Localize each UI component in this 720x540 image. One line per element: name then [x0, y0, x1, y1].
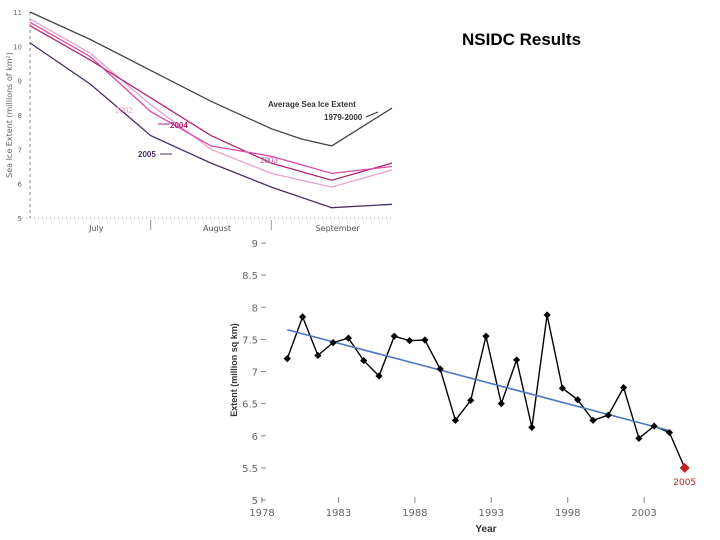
c2-data-point: [619, 383, 628, 392]
c1-label-leader: [365, 111, 379, 118]
c2-data-point: [436, 365, 444, 373]
c1-series-label: 2003: [260, 156, 278, 165]
c2-data-point: [512, 356, 521, 364]
c2-y-tick-label: 6: [252, 432, 258, 443]
c2-y-tick-label: 5: [252, 496, 258, 507]
c1-y-tick-label: 6: [18, 181, 23, 189]
c1-y-tick-label: 7: [18, 146, 22, 154]
slide-title: NSIDC Results: [462, 30, 582, 49]
c2-x-tick-label: 1988: [402, 508, 427, 519]
c2-data-point: [482, 332, 490, 340]
c2-x-tick-label: 2003: [631, 508, 656, 519]
c1-y-tick-label: 9: [18, 78, 22, 86]
c2-trend-line: [287, 328, 670, 432]
c2-y-tick-label: 5.5: [242, 464, 258, 475]
c1-x-tick-label: September: [316, 224, 361, 233]
c1-y-tick-label: 8: [18, 112, 22, 120]
c2-y-tick-label: 9: [252, 239, 258, 250]
c2-x-tick-label: 1978: [249, 508, 274, 519]
c1-y-axis-title: Sea Ice Extent (millions of km²): [5, 52, 14, 178]
c2-y-tick-label: 7: [252, 368, 258, 379]
c2-data-point: [574, 396, 582, 404]
c1-y-tick-label: 5: [18, 215, 22, 223]
c2-data-point: [558, 384, 567, 392]
c2-x-axis-title: Year: [475, 524, 496, 535]
c2-data-point: [543, 311, 551, 319]
c2-y-tick-label: 6.5: [242, 400, 258, 411]
c1-series-label: 2005: [138, 150, 156, 159]
c2-data-point: [451, 416, 460, 424]
c1-series-label: 2004: [170, 121, 188, 130]
c2-data-point: [650, 422, 658, 430]
c2-x-tick-label: 1983: [326, 508, 351, 519]
c2-data-point: [467, 396, 475, 405]
c1-y-tick-label: 10: [13, 43, 22, 51]
c2-data-point: [421, 336, 429, 344]
c2-y-tick-label: 8: [252, 303, 258, 314]
c1-series-line-4: [29, 42, 393, 209]
c2-x-tick-label: 1998: [555, 508, 580, 519]
c2-x-tick-label: 1993: [479, 508, 504, 519]
c2-data-point: [405, 337, 414, 345]
c1-series-label: 1979-2000: [324, 113, 363, 122]
c1-x-tick-label: July: [88, 224, 104, 233]
c2-data-point: [344, 334, 353, 342]
c2-data-point: [604, 411, 612, 419]
c2-y-tick-label: 7.5: [242, 335, 258, 346]
c1-series-line-0: [29, 11, 393, 147]
c1-series-line-3: [29, 21, 393, 175]
c2-data-point: [589, 416, 597, 424]
c2-highlight-point: [679, 462, 690, 473]
c2-data-point: [314, 351, 322, 360]
c1-series-line-1: [29, 18, 393, 188]
c2-data-point: [283, 355, 291, 363]
c2-data-point: [635, 434, 643, 442]
c2-data-point: [390, 332, 398, 340]
c1-series-line-2: [29, 25, 393, 181]
c2-data-point: [497, 400, 505, 408]
c2-y-axis-title: Extent (million sq km): [229, 323, 239, 417]
c2-data-point: [665, 428, 674, 437]
c2-data-point: [360, 356, 368, 365]
c2-data-point: [298, 313, 307, 321]
c2-data-point: [329, 338, 337, 347]
c1-x-tick-label: August: [203, 224, 231, 233]
c2-y-tick-label: 8.5: [242, 271, 258, 282]
c2-highlight-label: 2005: [673, 478, 696, 488]
c2-data-point: [375, 372, 383, 380]
c1-series-label: Average Sea Ice Extent: [268, 100, 356, 109]
c1-y-tick-label: 11: [13, 9, 22, 17]
c1-series-label: 2002: [115, 106, 133, 115]
c2-data-point: [528, 423, 536, 431]
